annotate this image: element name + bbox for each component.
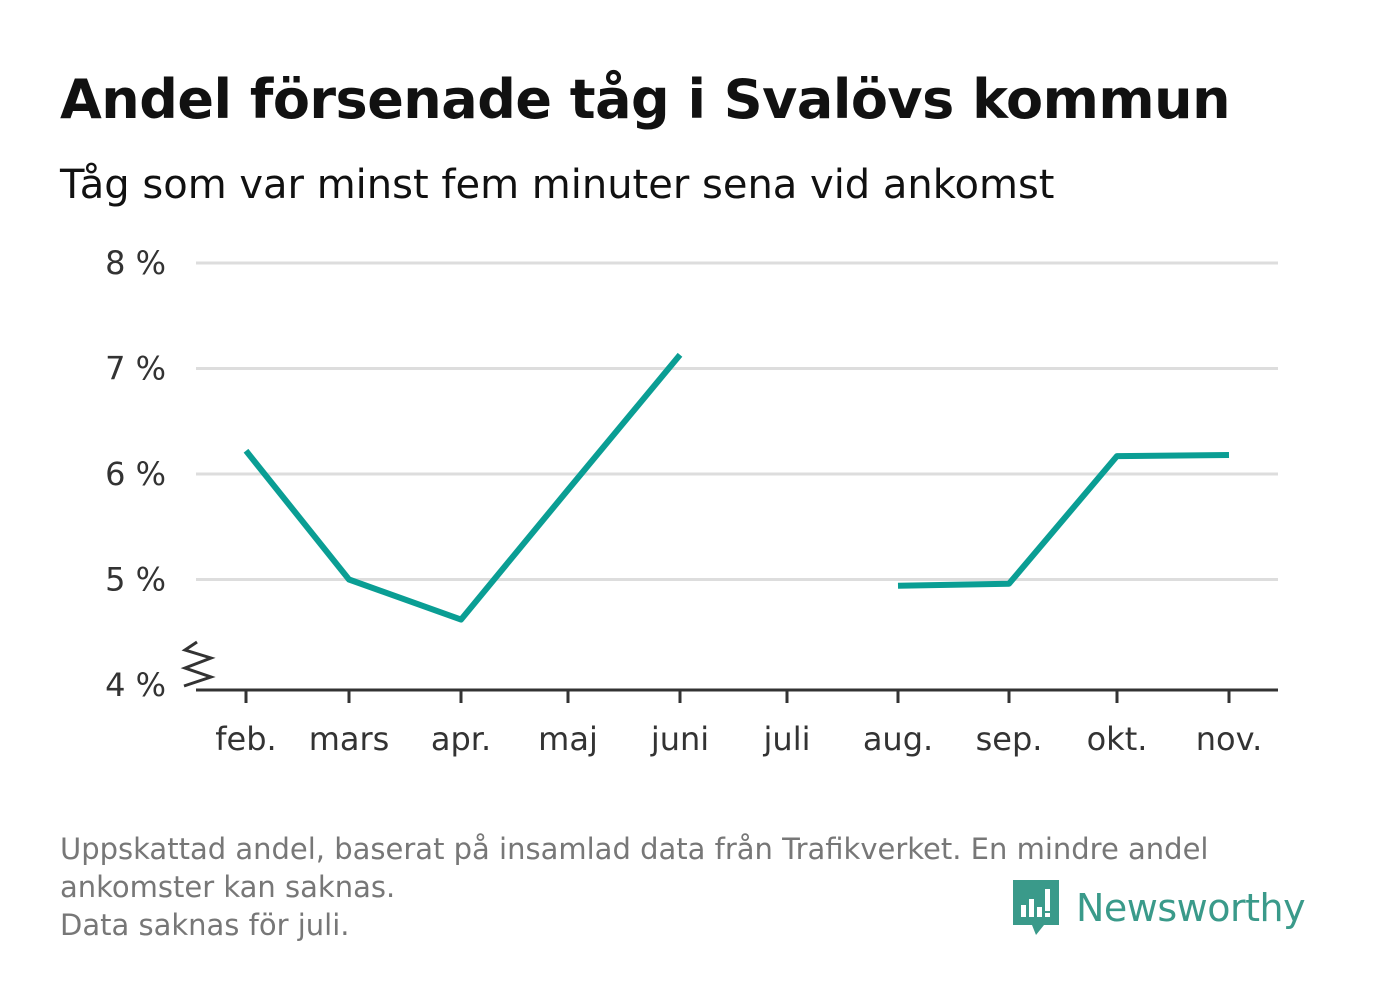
- series-lines: [243, 352, 1230, 623]
- footer-line: ankomster kan saknas.: [60, 870, 396, 904]
- footer-line: Data saknas för juli.: [60, 908, 350, 942]
- x-tick-label: aug.: [863, 720, 933, 758]
- x-tick-label: sep.: [976, 720, 1043, 758]
- y-tick-label: 4 %: [105, 666, 166, 704]
- line-chart: 4 % 5 % 6 % 7 % 8 % feb. mars apr. maj juni juli a…: [105, 244, 1278, 758]
- y-tick-label: 7 %: [105, 350, 166, 388]
- x-tick-label: nov.: [1196, 720, 1262, 758]
- x-tick-label: feb.: [215, 720, 276, 758]
- axis-break-mark: [180, 640, 216, 688]
- newsworthy-logo-icon: [1013, 880, 1059, 935]
- footer-note: Uppskattad andel, baserat på insamlad da…: [60, 830, 1320, 944]
- gridlines: [196, 261, 1278, 581]
- y-tick-label: 5 %: [105, 561, 166, 599]
- footer-line: Uppskattad andel, baserat på insamlad da…: [60, 832, 1209, 866]
- axis-break-icon: [180, 640, 216, 688]
- y-tick-label: 6 %: [105, 455, 166, 493]
- x-tick-label: okt.: [1087, 720, 1148, 758]
- x-tick-label: apr.: [431, 720, 491, 758]
- series-line: [897, 452, 1230, 589]
- x-axis: feb. mars apr. maj juni juli aug. sep. okt. nov.: [196, 688, 1278, 758]
- x-tick-label: juli: [763, 720, 811, 758]
- series-line: [243, 352, 683, 623]
- chart-title: Andel försenade tåg i Svalövs kommun: [60, 68, 1231, 131]
- brand-logo: Newsworthy: [1010, 876, 1306, 940]
- y-axis: 4 % 5 % 6 % 7 % 8 %: [105, 244, 166, 704]
- brand-name: Newsworthy: [1076, 886, 1306, 930]
- x-tick-label: mars: [309, 720, 390, 758]
- x-tick-label: maj: [538, 720, 598, 758]
- y-tick-label: 8 %: [105, 244, 166, 282]
- chart-subtitle: Tåg som var minst fem minuter sena vid a…: [60, 162, 1055, 208]
- x-tick-label: juni: [650, 720, 709, 758]
